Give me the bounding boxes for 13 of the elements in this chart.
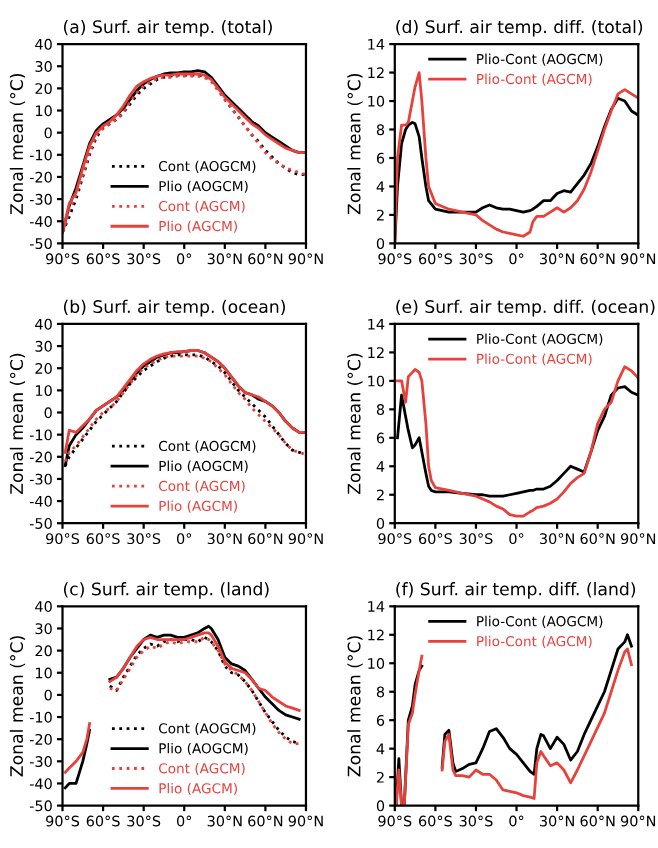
chart-title: (a) Surf. air temp. (total) — [63, 19, 272, 37]
y-axis-title: Zonal mean (°C) — [347, 73, 363, 215]
chart-title: (f) Surf. air temp. diff. (land) — [396, 582, 636, 599]
y-axis-title: Zonal mean (°C) — [347, 353, 363, 495]
chart-title: (c) Surf. air temp. (land) — [63, 582, 269, 599]
y-axis-title: Zonal mean (°C) — [347, 636, 363, 777]
line-series — [396, 365, 639, 518]
y-axis-title: Zonal mean (°C) — [9, 636, 26, 777]
chart-title: (e) Surf. air temp. diff. (ocean) — [396, 299, 655, 317]
chart-title: (d) Surf. air temp. diff. (total) — [396, 19, 643, 37]
y-axis-title: Zonal mean (°C) — [9, 353, 26, 495]
y-axis-title: Zonal mean (°C) — [9, 73, 26, 215]
chart-title: (b) Surf. air temp. (ocean) — [63, 299, 285, 317]
